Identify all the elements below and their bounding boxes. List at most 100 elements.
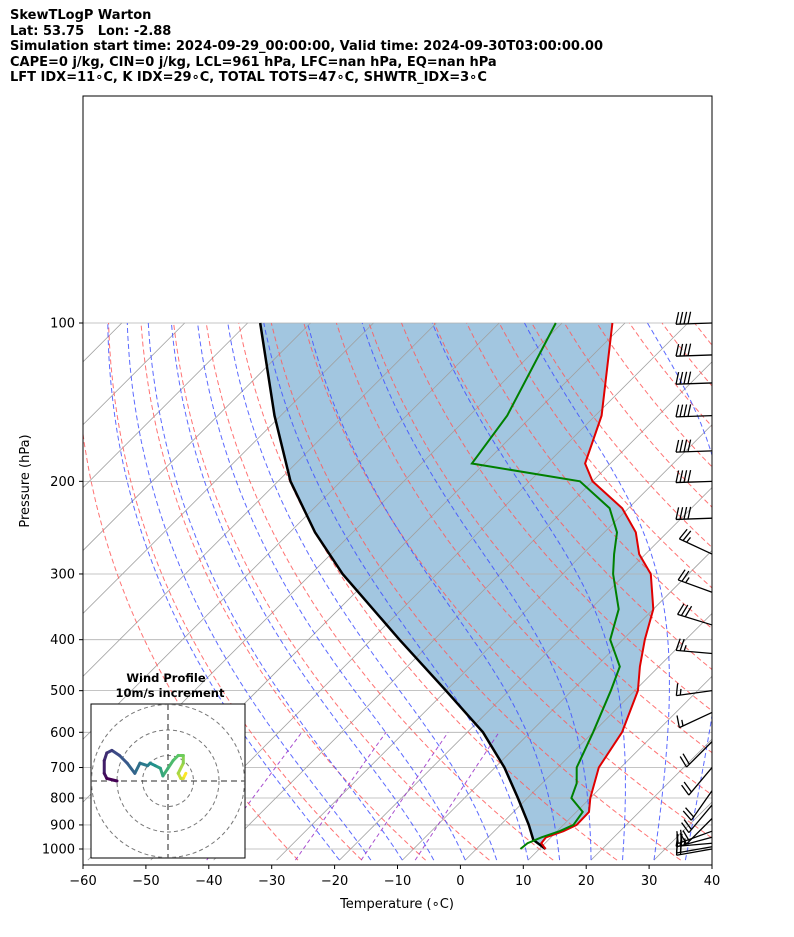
- hodograph-plot: [91, 704, 245, 858]
- wind-barb: [682, 790, 713, 821]
- dry-adiabat: [173, 322, 490, 861]
- x-tick-label: 30: [641, 874, 658, 889]
- station-title: SkewTLogP Warton: [10, 8, 152, 23]
- x-axis-label: Temperature (∘C): [339, 897, 454, 912]
- temperature-profile-line: [540, 322, 655, 850]
- wind-barb: [675, 506, 713, 521]
- isotherm-line: [0, 323, 59, 860]
- isotherm-line: [83, 322, 185, 426]
- stability-summary: CAPE=0 j/kg, CIN=0 j/kg, LCL=961 hPa, LF…: [10, 54, 497, 70]
- index-summary: LFT IDX=11∘C, K IDX=29∘C, TOTAL TOTS=47∘…: [10, 70, 487, 85]
- axes: −60 −50 −40 −30 −20 −10 0 10 20 30 40 1000 900 800 700…: [42, 317, 720, 890]
- isotherm-line: [276, 424, 712, 861]
- dry-adiabat: [335, 322, 712, 796]
- dry-adiabat: [140, 322, 426, 861]
- y-tick-label: 600: [50, 726, 75, 741]
- dry-adiabat: [108, 322, 363, 861]
- hodograph-inset: Wind Profile 10m/s increment: [90, 671, 246, 859]
- moist-adiabat: [170, 322, 435, 861]
- wind-barb: [675, 311, 713, 325]
- x-tick-label: −10: [384, 874, 411, 889]
- x-tick-label: −60: [69, 874, 96, 889]
- simulation-times: Simulation start time: 2024-09-29_00:00:…: [10, 39, 603, 54]
- moist-adiabat: [147, 322, 403, 861]
- isotherm-line: [83, 322, 311, 552]
- dry-adiabat: [83, 430, 299, 861]
- mixing-ratio-line: [295, 732, 387, 861]
- x-tick-label: −30: [258, 874, 285, 889]
- background-grid: [0, 322, 794, 861]
- wind-barb: [677, 569, 713, 593]
- x-tick-label: 40: [704, 874, 721, 889]
- hodograph-title: Wind Profile: [126, 671, 206, 685]
- moist-adiabat: [197, 322, 466, 861]
- isotherm-line: [83, 322, 374, 614]
- mixing-ratio-line: [414, 732, 500, 861]
- isotherm-line: [717, 323, 794, 860]
- dry-adiabat: [303, 322, 712, 839]
- wind-barb: [679, 741, 713, 768]
- moist-adiabat: [126, 322, 372, 861]
- x-tick-label: −50: [132, 874, 159, 889]
- moist-adiabat: [646, 322, 712, 861]
- sounding-profiles: [258, 322, 655, 851]
- moist-adiabat: [361, 322, 592, 861]
- wind-barb: [681, 804, 713, 834]
- wind-barb: [676, 711, 713, 729]
- isotherm-line: [83, 322, 248, 489]
- wind-barb: [675, 404, 713, 418]
- x-tick-label: 10: [515, 874, 532, 889]
- x-tick-label: −40: [195, 874, 222, 889]
- isotherm-line: [402, 549, 712, 861]
- isotherm-line: [83, 322, 437, 677]
- moist-adiabat: [524, 322, 670, 861]
- dry-adiabat: [661, 322, 712, 387]
- station-coordinates: Lat: 53.75 Lon: -2.88: [10, 23, 172, 39]
- dry-adiabat: [760, 323, 794, 860]
- wind-barb: [675, 638, 713, 655]
- dewpoint-profile-line: [470, 322, 621, 850]
- dry-adiabat: [270, 322, 681, 861]
- wind-barb: [677, 603, 713, 626]
- wind-barb: [675, 469, 713, 484]
- cin-shading-area: [260, 323, 654, 849]
- wind-barbs: [675, 311, 713, 856]
- moist-adiabat: [431, 322, 626, 861]
- wind-barb: [679, 818, 713, 845]
- moist-adiabat: [717, 323, 794, 860]
- hodograph-segment: [166, 759, 175, 770]
- wind-barb: [675, 683, 713, 697]
- hodograph-segment: [176, 761, 185, 775]
- hodograph-segment: [133, 761, 142, 775]
- wind-barb: [675, 439, 713, 453]
- dry-adiabat: [368, 322, 712, 754]
- y-tick-label: 200: [50, 475, 75, 490]
- isotherm-line: [590, 738, 712, 861]
- y-axis-label: Pressure (hPa): [18, 434, 33, 527]
- y-tick-label: 800: [50, 792, 75, 807]
- y-tick-label: 300: [50, 567, 75, 582]
- hodograph-segment: [105, 776, 119, 783]
- moist-adiabat: [307, 322, 561, 861]
- parcel-profile-line: [258, 322, 547, 851]
- hodograph-segment: [110, 748, 122, 757]
- y-tick-label: 400: [50, 633, 75, 648]
- isotherm-line: [339, 487, 712, 861]
- y-tick-label: 900: [50, 818, 75, 833]
- y-tick-label: 1000: [42, 843, 75, 858]
- isotherm-line: [464, 612, 712, 861]
- isotherm-line: [653, 801, 712, 861]
- moist-adiabat: [227, 322, 498, 861]
- cape-cin-shading: [260, 323, 654, 849]
- dry-adiabat: [727, 323, 794, 860]
- chart-header: SkewTLogP Warton Lat: 53.75 Lon: -2.88 S…: [10, 8, 603, 86]
- moist-adiabat: [263, 322, 529, 861]
- x-tick-label: 0: [456, 874, 464, 889]
- dry-adiabat: [205, 322, 554, 861]
- isotherm-line: [83, 322, 500, 740]
- y-tick-label: 100: [50, 317, 75, 332]
- wind-barb: [675, 371, 713, 385]
- wind-barb: [678, 528, 713, 555]
- y-tick-label: 700: [50, 761, 75, 776]
- mixing-ratio-line: [360, 732, 449, 861]
